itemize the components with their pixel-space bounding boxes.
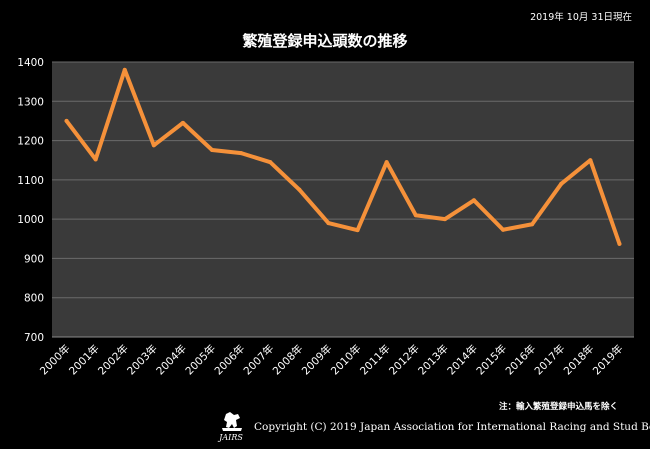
data-point xyxy=(210,148,215,152)
data-point xyxy=(413,213,418,218)
data-point xyxy=(64,118,69,123)
x-tick-label: 2002年 xyxy=(95,342,131,378)
data-point xyxy=(355,228,360,233)
data-point xyxy=(559,181,564,186)
data-point xyxy=(297,187,302,192)
y-tick-label: 1000 xyxy=(17,214,44,226)
x-tick-label: 2016年 xyxy=(503,342,539,378)
y-tick-label: 800 xyxy=(24,293,44,305)
x-tick-label: 2015年 xyxy=(474,342,510,378)
x-tick-label: 2007年 xyxy=(241,342,277,378)
x-tick-label: 2017年 xyxy=(532,342,568,378)
x-tick-label: 2011年 xyxy=(357,342,393,378)
x-tick-label: 2013年 xyxy=(415,342,451,378)
x-tick-label: 2012年 xyxy=(386,342,422,378)
y-tick-label: 1100 xyxy=(17,175,44,187)
x-tick-label: 2010年 xyxy=(328,342,364,378)
chart-title: 繁殖登録申込頭数の推移 xyxy=(242,32,408,50)
x-tick-label: 2006年 xyxy=(212,342,248,378)
x-tick-label: 2019年 xyxy=(590,342,626,378)
data-point xyxy=(471,198,476,203)
data-point xyxy=(530,222,535,227)
x-tick-label: 2009年 xyxy=(299,342,335,378)
y-tick-label: 900 xyxy=(24,253,44,265)
series-layer xyxy=(64,67,622,246)
x-tick-label: 2003年 xyxy=(124,342,160,378)
data-point xyxy=(93,157,98,162)
x-tick-label: 2008年 xyxy=(270,342,306,378)
plot-area xyxy=(52,62,634,337)
data-point xyxy=(239,151,244,156)
x-tick-label: 2014年 xyxy=(445,342,481,378)
data-point xyxy=(122,67,127,72)
data-point xyxy=(268,160,273,165)
data-point xyxy=(384,160,389,165)
data-point xyxy=(588,158,593,163)
x-tick-label: 2005年 xyxy=(183,342,219,378)
data-point xyxy=(326,221,331,226)
y-tick-label: 1300 xyxy=(17,96,44,108)
data-point xyxy=(442,217,447,222)
data-point xyxy=(617,241,622,246)
jairs-logo: JAIRS xyxy=(217,412,243,442)
x-tick-label: 2004年 xyxy=(154,342,190,378)
data-point xyxy=(151,143,156,148)
series-line xyxy=(64,67,622,246)
date-stamp: 2019年 10月 31日現在 xyxy=(530,12,632,23)
x-tick-label: 2001年 xyxy=(66,342,102,378)
data-point xyxy=(180,120,185,125)
x-tick-label: 2018年 xyxy=(561,342,597,378)
x-axis-tick-labels: 2000年2001年2002年2003年2004年2005年2006年2007年… xyxy=(37,342,625,378)
y-tick-label: 700 xyxy=(24,332,44,344)
y-axis-tick-labels: 700 800 900 1000 1100 1200 1300 1400 xyxy=(17,57,44,344)
copyright-text: Copyright (C) 2019 Japan Association for… xyxy=(254,421,650,433)
svg-text:JAIRS: JAIRS xyxy=(217,433,243,442)
data-point xyxy=(501,227,506,232)
y-tick-label: 1400 xyxy=(17,57,44,69)
y-tick-label: 1200 xyxy=(17,136,44,148)
x-tick-label: 2000年 xyxy=(37,342,73,378)
gridlines xyxy=(52,61,634,338)
footnote: 注：輸入繁殖登録申込馬を除く xyxy=(498,402,618,412)
